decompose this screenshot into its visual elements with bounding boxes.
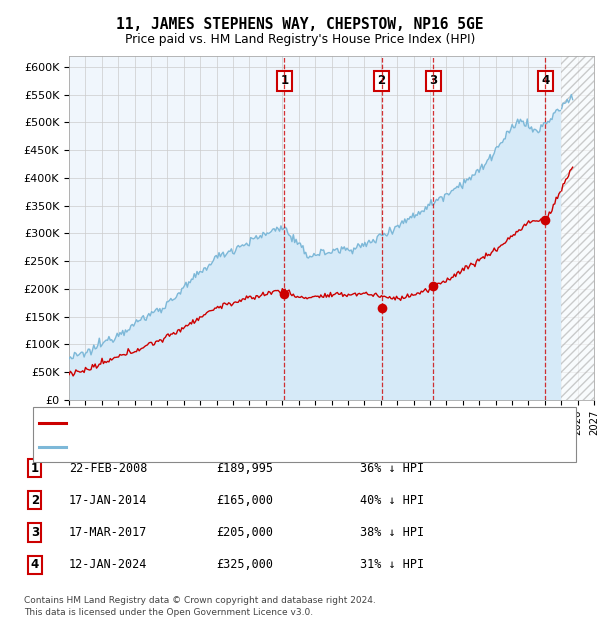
Text: 17-JAN-2014: 17-JAN-2014 <box>69 494 148 507</box>
Text: 3: 3 <box>31 526 39 539</box>
Text: 38% ↓ HPI: 38% ↓ HPI <box>360 526 424 539</box>
Text: 2: 2 <box>377 74 386 87</box>
Text: £189,995: £189,995 <box>216 462 273 474</box>
Text: 3: 3 <box>430 74 437 87</box>
Text: Price paid vs. HM Land Registry's House Price Index (HPI): Price paid vs. HM Land Registry's House … <box>125 33 475 46</box>
Text: 22-FEB-2008: 22-FEB-2008 <box>69 462 148 474</box>
Text: 4: 4 <box>31 559 39 571</box>
Text: 36% ↓ HPI: 36% ↓ HPI <box>360 462 424 474</box>
Text: Contains HM Land Registry data © Crown copyright and database right 2024.
This d: Contains HM Land Registry data © Crown c… <box>24 596 376 617</box>
Text: £325,000: £325,000 <box>216 559 273 571</box>
Text: HPI: Average price, detached house, Monmouthshire: HPI: Average price, detached house, Monm… <box>70 441 364 451</box>
Text: 1: 1 <box>280 74 289 87</box>
Text: 11, JAMES STEPHENS WAY, CHEPSTOW, NP16 5GE (detached house): 11, JAMES STEPHENS WAY, CHEPSTOW, NP16 5… <box>70 418 449 428</box>
Text: 40% ↓ HPI: 40% ↓ HPI <box>360 494 424 507</box>
Text: £165,000: £165,000 <box>216 494 273 507</box>
Text: 31% ↓ HPI: 31% ↓ HPI <box>360 559 424 571</box>
Text: 2: 2 <box>31 494 39 507</box>
Text: 17-MAR-2017: 17-MAR-2017 <box>69 526 148 539</box>
Text: 11, JAMES STEPHENS WAY, CHEPSTOW, NP16 5GE: 11, JAMES STEPHENS WAY, CHEPSTOW, NP16 5… <box>116 17 484 32</box>
Text: 4: 4 <box>541 74 550 87</box>
Text: 12-JAN-2024: 12-JAN-2024 <box>69 559 148 571</box>
Text: 1: 1 <box>31 462 39 474</box>
Text: £205,000: £205,000 <box>216 526 273 539</box>
